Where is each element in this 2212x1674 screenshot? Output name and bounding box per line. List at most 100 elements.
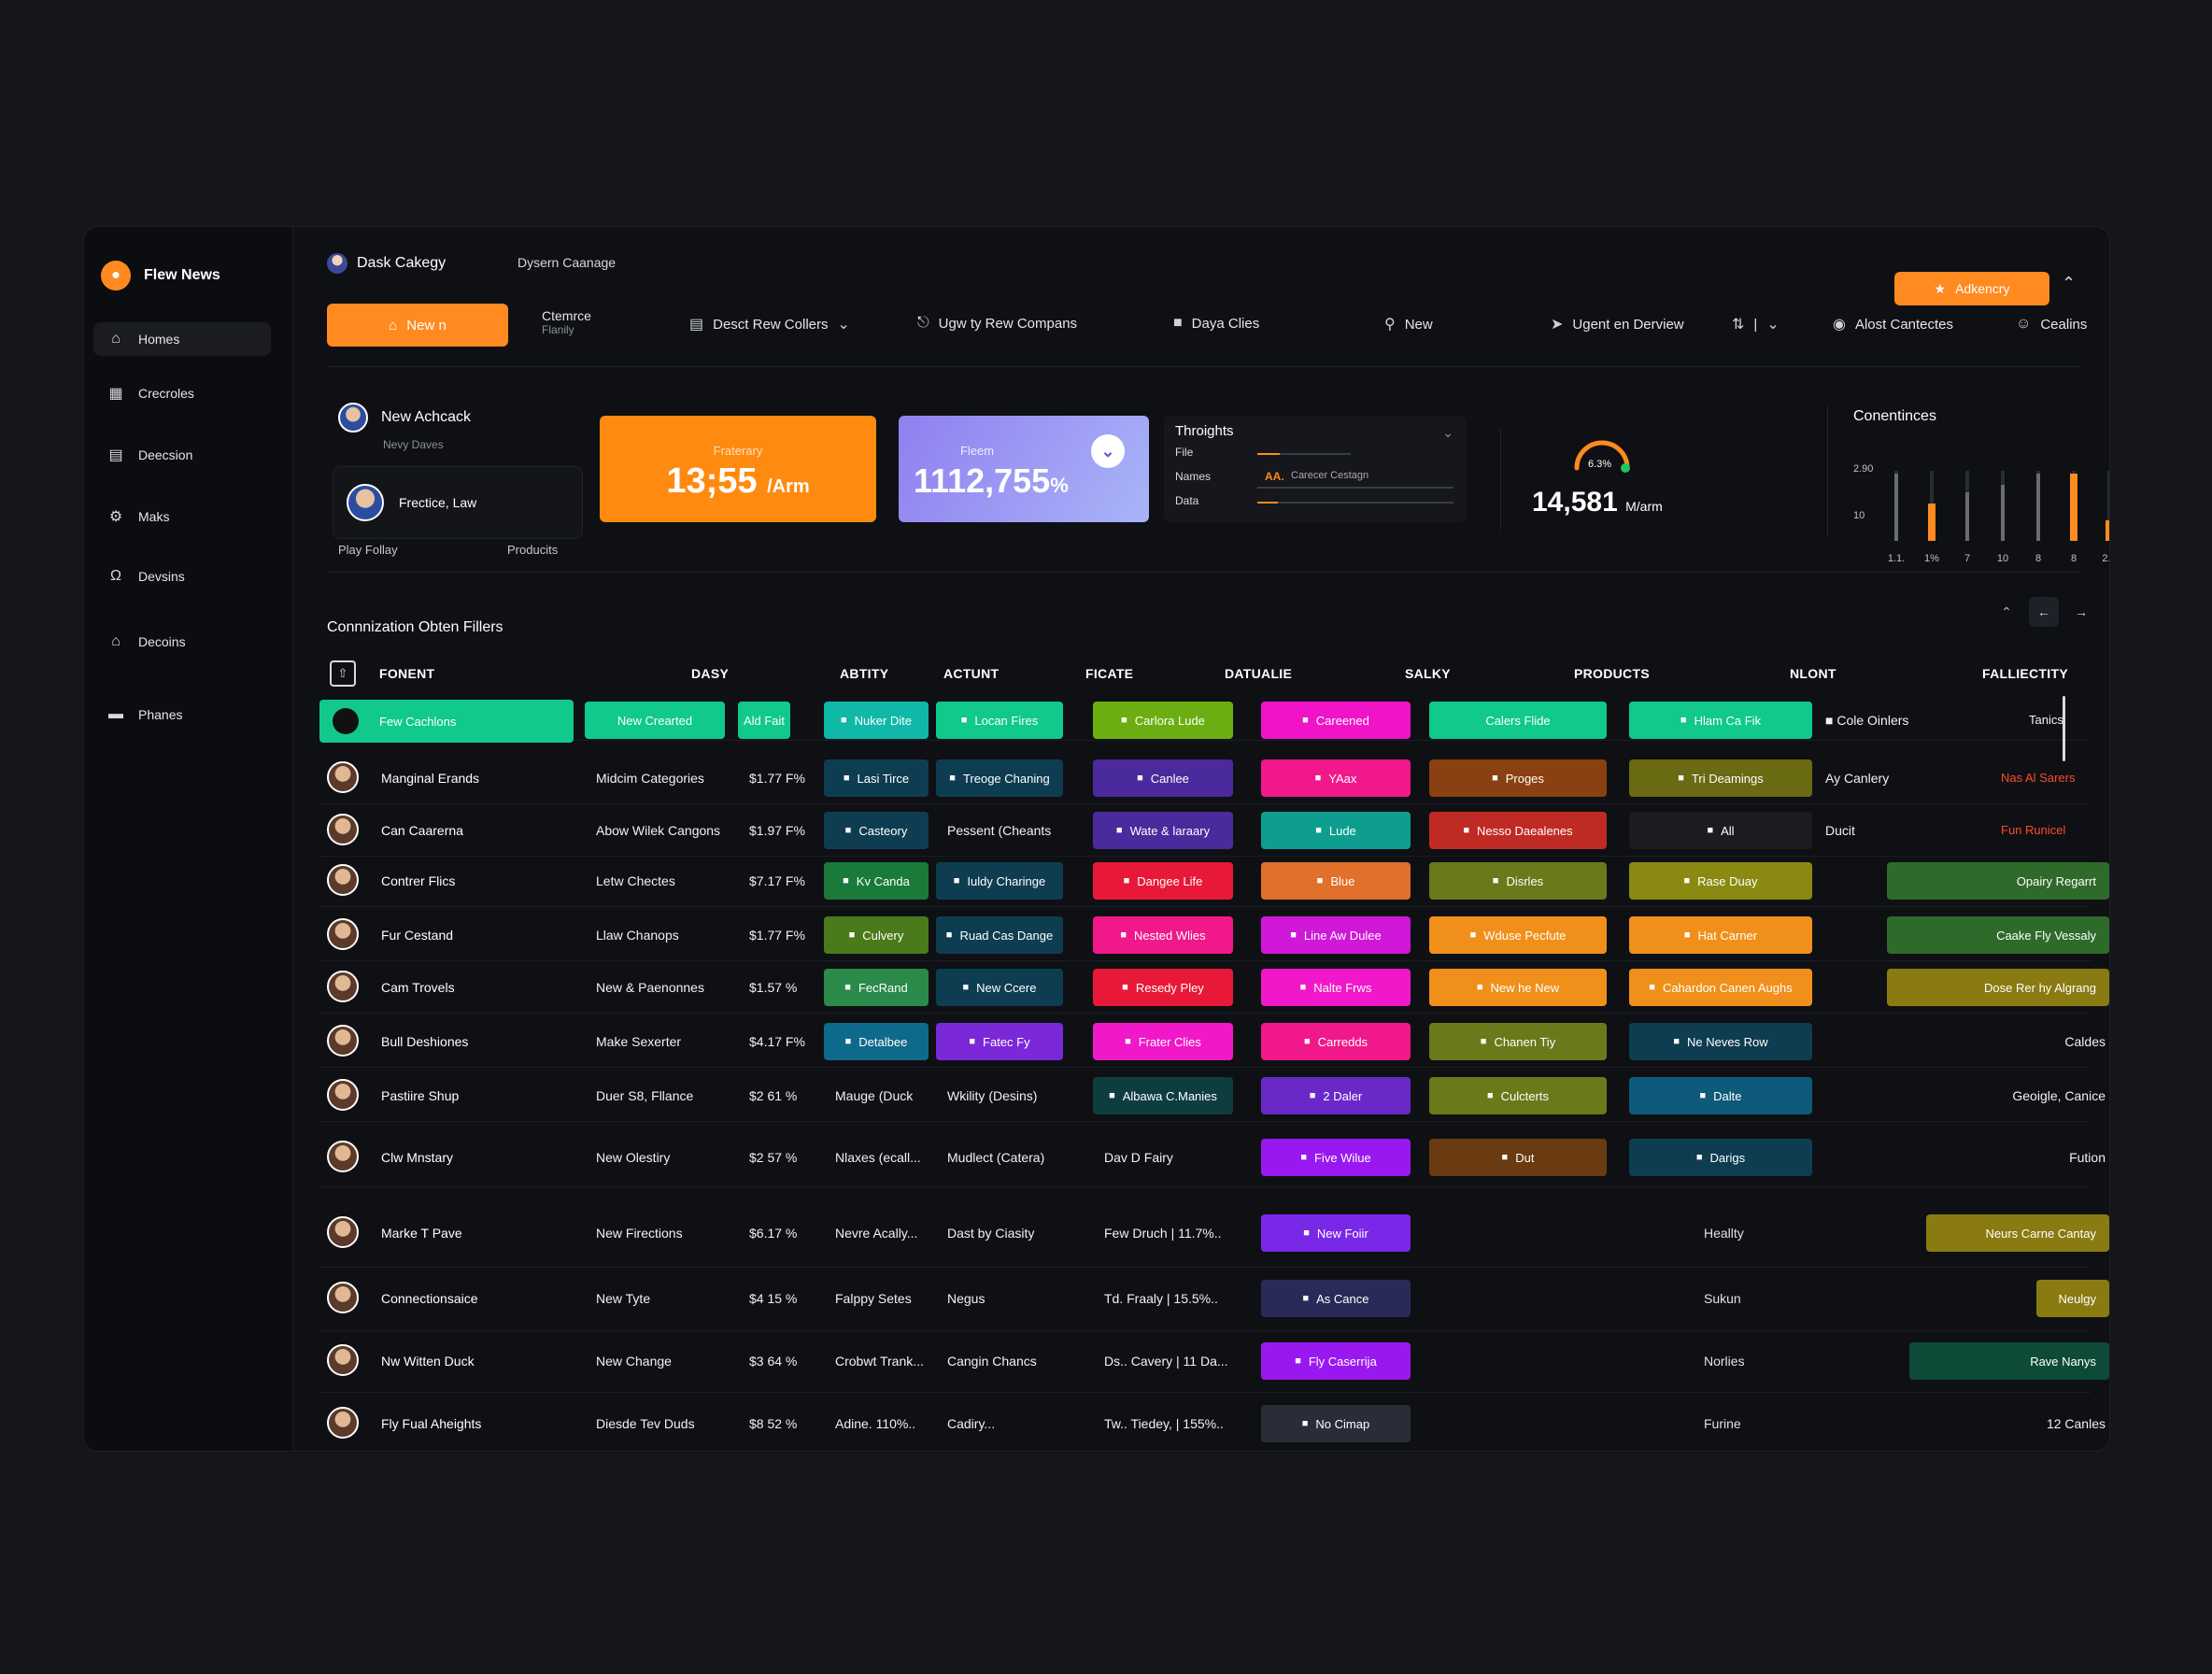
table-row[interactable]: Fur Cestand Llaw Chanops $1.77 F% ■ Culvery ■… xyxy=(319,909,2109,961)
table-row[interactable]: Marke T Pave New Firections $6.17 % Nevre A… xyxy=(319,1199,2109,1268)
row-pill[interactable]: ■ Rase Duay xyxy=(1629,862,1812,900)
row-pill[interactable]: ■ Kv Canda xyxy=(824,862,929,900)
bar[interactable] xyxy=(1928,504,1936,541)
row-pill[interactable]: ■ Wduse Pecfute xyxy=(1429,916,1607,954)
col-header-abtity[interactable]: ABTITY xyxy=(840,666,889,681)
row-pill[interactable]: ■ Culcterts xyxy=(1429,1077,1607,1114)
table-row[interactable]: Manginal Erands Midcim Categories $1.77 F%… xyxy=(319,752,2091,804)
header-title-group[interactable]: Dask Cakegy xyxy=(327,253,446,274)
row-pill[interactable]: Neurs Carne Cantay xyxy=(1926,1214,2109,1252)
profile-header[interactable]: New Achcack xyxy=(338,403,471,433)
row-pill[interactable]: ■ Carredds xyxy=(1261,1023,1411,1060)
toolbar-item-ugw[interactable]: ⎋ Ugw ty Rew Compans xyxy=(917,315,1077,332)
row-pill[interactable]: ■ New Ccere xyxy=(936,969,1063,1006)
toolbar-stack[interactable]: Ctemrce Flanily xyxy=(542,309,591,337)
row-name[interactable]: Bull Deshiones xyxy=(381,1034,469,1049)
row-pill[interactable]: ■ YAax xyxy=(1261,759,1411,797)
bar[interactable] xyxy=(2001,485,2005,541)
row-pill[interactable]: ■ Albawa C.Manies xyxy=(1093,1077,1233,1114)
row-name[interactable]: Clw Mnstary xyxy=(381,1150,454,1165)
bar[interactable] xyxy=(1894,474,1898,541)
row-pill[interactable]: ■ Cahardon Canen Aughs xyxy=(1629,969,1812,1006)
row-pill[interactable]: ■ Resedy Pley xyxy=(1093,969,1233,1006)
row-pill[interactable]: Calers Flide xyxy=(1429,702,1607,739)
row-pill[interactable]: ■ Dangee Life xyxy=(1093,862,1233,900)
sidebar-item-crecroles[interactable]: ▦ Crecroles xyxy=(93,376,271,410)
row-pill[interactable]: ■ Disrles xyxy=(1429,862,1607,900)
row-name[interactable]: Connectionsaice xyxy=(381,1291,478,1306)
collapse-icon[interactable]: ⌃ xyxy=(2001,603,2012,619)
row-pill[interactable]: ■ Casteory xyxy=(824,812,929,849)
bar[interactable] xyxy=(1965,492,1969,541)
table-row[interactable]: Clw Mnstary New Olestiry $2 57 % Nlaxes (ec… xyxy=(319,1128,2106,1187)
col-header-ficate[interactable]: FICATE xyxy=(1085,666,1134,681)
row-pill[interactable]: ■ All xyxy=(1629,812,1812,849)
row-name-pill[interactable]: Few Cachlons xyxy=(319,700,574,743)
col-header-fonent[interactable]: FONENT xyxy=(379,666,435,681)
col-header-dasy[interactable]: DASY xyxy=(691,666,730,681)
row-pill[interactable]: ■ Chanen Tiy xyxy=(1429,1023,1607,1060)
bar[interactable] xyxy=(2106,520,2110,541)
row-pill[interactable]: ■ Fatec Fy xyxy=(936,1023,1063,1060)
row-pill[interactable]: ■ Nalte Frws xyxy=(1261,969,1411,1006)
row-pill[interactable]: Rave Nanys xyxy=(1909,1342,2109,1380)
table-row[interactable]: Can Caarerna Abow Wilek Cangons $1.97 F% ■ C… xyxy=(319,804,2091,857)
row-pill[interactable]: ■ Fly Caserrija xyxy=(1261,1342,1411,1380)
col-header-products[interactable]: PRODUCTS xyxy=(1574,666,1650,681)
row-pill[interactable]: Caake Fly Vessaly xyxy=(1887,916,2109,954)
col-header-falliectity[interactable]: FALLIECTITY xyxy=(1982,666,2068,681)
toolbar-item-ugent[interactable]: ➤ Ugent en Derview xyxy=(1551,315,1684,333)
sidebar-item-maks[interactable]: ⚙ Maks xyxy=(93,500,271,533)
profile-card[interactable]: Frectice, Law xyxy=(333,466,583,539)
row-pill[interactable]: ■ Line Aw Dulee xyxy=(1261,916,1411,954)
table-scrollbar[interactable] xyxy=(2063,696,2065,761)
row-name[interactable]: Can Caarerna xyxy=(381,823,463,838)
row-name[interactable]: Manginal Erands xyxy=(381,771,480,786)
header-subtitle[interactable]: Dysern Caanage xyxy=(518,255,617,270)
sidebar-item-deecsion[interactable]: ▤ Deecsion xyxy=(93,438,271,472)
row-name[interactable]: Fly Fual Aheights xyxy=(381,1416,482,1431)
row-pill[interactable]: ■ No Cimap xyxy=(1261,1405,1411,1442)
row-pill[interactable]: ■ Careened xyxy=(1261,702,1411,739)
toolbar-item-cealins[interactable]: ☺Cealins⌄ xyxy=(2016,315,2109,333)
row-name[interactable]: Cam Trovels xyxy=(381,980,455,995)
row-pill[interactable]: ■ Carlora Lude xyxy=(1093,702,1233,739)
row-pill[interactable]: ■ Iuldy Charinge xyxy=(936,862,1063,900)
row-pill[interactable]: ■ Locan Fires xyxy=(936,702,1063,739)
row-pill[interactable]: ■ Nesso Daealenes xyxy=(1429,812,1607,849)
row-pill[interactable]: ■ Hat Carner xyxy=(1629,916,1812,954)
row-pill[interactable]: ■ Ruad Cas Dange xyxy=(936,916,1063,954)
row-pill[interactable]: ■ Treoge Chaning xyxy=(936,759,1063,797)
row-pill[interactable]: ■ FecRand xyxy=(824,969,929,1006)
row-pill[interactable]: ■ Proges xyxy=(1429,759,1607,797)
row-pill[interactable]: Opairy Regarrt xyxy=(1887,862,2109,900)
row-pill[interactable]: ■ Tri Deamings xyxy=(1629,759,1812,797)
table-row[interactable]: Nw Witten Duck New Change $3 64 % Crobwt Tr… xyxy=(319,1329,2109,1393)
row-pill[interactable]: New Crearted xyxy=(585,702,725,739)
bar[interactable] xyxy=(2036,474,2040,541)
sidebar-item-phanes[interactable]: ▬ Phanes xyxy=(93,698,271,731)
row-name[interactable]: Fur Cestand xyxy=(381,928,454,943)
row-name[interactable]: Contrer Flics xyxy=(381,873,456,888)
col-header-salky[interactable]: SALKY xyxy=(1405,666,1451,681)
chevron-down-icon[interactable]: ⌄ xyxy=(1091,434,1125,468)
sort-icon[interactable]: ⇧ xyxy=(330,660,356,687)
toolbar-item-alost[interactable]: ◉ Alost Cantectes xyxy=(1833,315,1953,333)
brand[interactable]: ● Flew News xyxy=(101,261,220,291)
play-follay-link[interactable]: Play Follay xyxy=(338,543,398,557)
row-pill[interactable]: ■ Dalte xyxy=(1629,1077,1812,1114)
prev-page-button[interactable]: ← xyxy=(2029,597,2059,627)
advancy-button[interactable]: ★ Adkencry xyxy=(1894,272,2049,305)
row-pill[interactable]: ■ Detalbee xyxy=(824,1023,929,1060)
row-pill[interactable]: ■ As Cance xyxy=(1261,1280,1411,1317)
row-pill[interactable]: Dose Rer hy Algrang xyxy=(1887,969,2109,1006)
table-row[interactable]: Contrer Flics Letw Chectes $7.17 F% ■ Kv Can… xyxy=(319,855,2109,907)
collapse-icon[interactable]: ⌃ xyxy=(2062,274,2077,292)
table-row[interactable]: Pastiire Shup Duer S8, Fllance $2 61 % Maug… xyxy=(319,1070,2106,1122)
col-header-nlont[interactable]: NLONT xyxy=(1790,666,1836,681)
bar[interactable] xyxy=(2070,474,2077,541)
row-pill[interactable]: ■ 2 Daler xyxy=(1261,1077,1411,1114)
row-pill[interactable]: ■ Canlee xyxy=(1093,759,1233,797)
row-pill[interactable]: ■ Frater Clies xyxy=(1093,1023,1233,1060)
row-pill[interactable]: ■ Darigs xyxy=(1629,1139,1812,1176)
